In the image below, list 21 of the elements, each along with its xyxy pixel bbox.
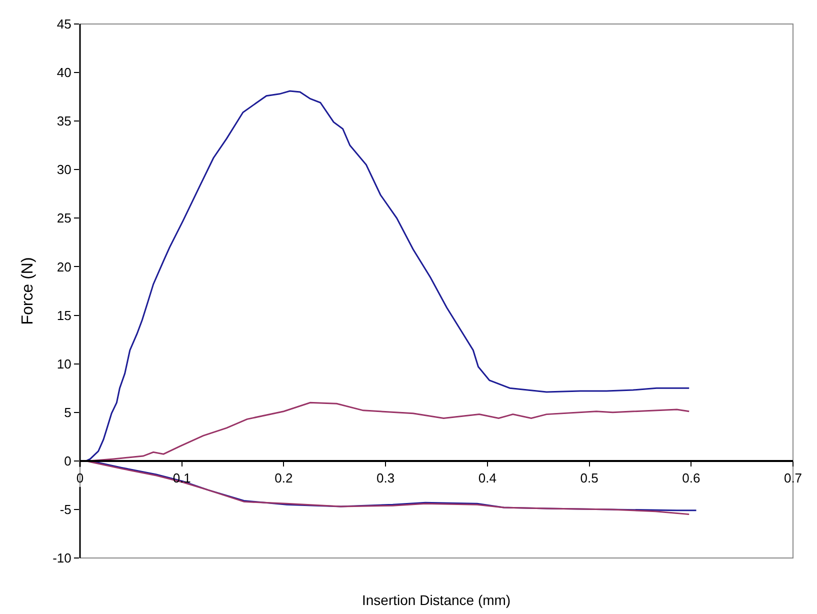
y-tick-label: -5: [60, 502, 72, 517]
x-tick-label: 0.6: [682, 470, 700, 486]
y-tick-label: 5: [64, 404, 72, 420]
y-tick-label: 15: [56, 308, 72, 323]
x-tick-label: 0.3: [376, 470, 395, 486]
y-tick-label: 25: [56, 210, 72, 226]
y-tick-label: -10: [52, 550, 72, 566]
x-tick-label: 0.5: [580, 470, 598, 486]
y-tick-label: 35: [56, 114, 72, 129]
x-tick-label: 0.2: [274, 470, 293, 486]
x-tick-label: 0: [76, 470, 84, 486]
x-tick-label: 0.7: [784, 470, 802, 486]
y-tick-label: 10: [56, 356, 72, 372]
y-tick-label: 40: [56, 65, 72, 80]
y-tick-label: 45: [56, 16, 72, 32]
y-axis-title: Force (N): [20, 257, 37, 325]
y-tick-label: 0: [64, 453, 72, 468]
x-tick-label: 0.4: [478, 470, 496, 486]
y-tick-label: 30: [56, 162, 72, 178]
x-axis-title: Insertion Distance (mm): [362, 592, 511, 608]
y-tick-label: 20: [56, 259, 72, 274]
